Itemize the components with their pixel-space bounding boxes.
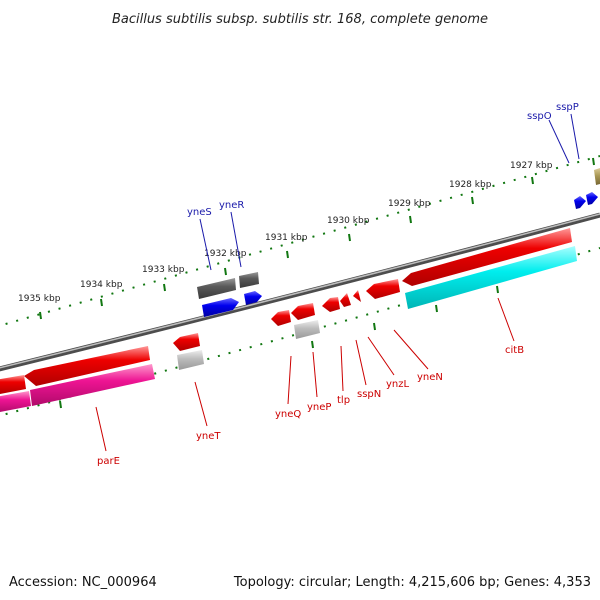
gene-label-yneQ[interactable]: yneQ: [275, 409, 301, 420]
accession-text: Accession: NC_000964: [9, 575, 157, 590]
gene-feature-left-red[interactable]: [0, 375, 26, 395]
gene-feature-yneS-blue[interactable]: [202, 298, 239, 317]
forward-features: [197, 168, 600, 317]
scale-label-1929: 1929 kbp: [388, 199, 431, 209]
gene-feature-tlp[interactable]: [322, 297, 340, 312]
gene-label-sspN[interactable]: sspN: [357, 389, 381, 400]
gene-feature-sspP[interactable]: [586, 192, 598, 205]
cds-feature-left-pink[interactable]: [0, 391, 31, 413]
genome-backbone: [0, 212, 600, 372]
gene-feature-olive[interactable]: [594, 168, 600, 185]
gene-label-sspO[interactable]: sspO: [527, 111, 552, 122]
gene-feature-yneP[interactable]: [291, 303, 315, 320]
gene-feature-yneP-light[interactable]: [294, 320, 320, 339]
scale-label-1932: 1932 kbp: [204, 249, 247, 259]
gene-feature-yneQ[interactable]: [271, 310, 291, 326]
scale-label-1930: 1930 kbp: [327, 216, 370, 226]
gene-feature-yneT-light[interactable]: [177, 350, 204, 370]
gene-label-parE[interactable]: parE: [97, 456, 120, 467]
scale-major-ticks: [39, 157, 595, 320]
gene-label-ynzL[interactable]: ynzL: [386, 379, 410, 390]
gene-feature-sspO[interactable]: [574, 196, 586, 209]
scale-label-1933: 1933 kbp: [142, 265, 185, 275]
scale-label-1931: 1931 kbp: [265, 233, 308, 243]
scale-label-1927: 1927 kbp: [510, 161, 553, 171]
gene-label-tlp[interactable]: tlp: [337, 395, 350, 406]
gene-label-yneS[interactable]: yneS: [187, 207, 212, 218]
gene-feature-yneT[interactable]: [173, 333, 200, 351]
scale-label-1928: 1928 kbp: [449, 180, 492, 190]
gene-label-yneP[interactable]: yneP: [307, 402, 331, 413]
scale-label-1934: 1934 kbp: [80, 280, 123, 290]
scale-minor-ticks: [0, 155, 600, 327]
map-title: Bacillus subtilis subsp. subtilis str. 1…: [112, 12, 488, 27]
cds-feature-citB[interactable]: [405, 246, 577, 309]
gene-labels: sspO sspP yneS yneR citB yneN ynzL sspN …: [97, 102, 579, 467]
gene-feature-yneR-blue[interactable]: [244, 291, 262, 305]
gene-label-yneR[interactable]: yneR: [219, 200, 244, 211]
gene-feature-parE[interactable]: [24, 346, 150, 386]
gene-label-yneT[interactable]: yneT: [196, 431, 221, 442]
gene-feature-yneR-dark[interactable]: [239, 272, 259, 288]
gene-feature-sspN[interactable]: [340, 293, 351, 307]
scale-ruler: 1927 kbp 1928 kbp 1929 kbp 1930 kbp 1931…: [0, 155, 600, 327]
leader-lines: [95, 113, 580, 452]
reverse-features: [0, 228, 577, 413]
scale-label-1935: 1935 kbp: [18, 294, 61, 304]
genome-summary-text: Topology: circular; Length: 4,215,606 bp…: [233, 575, 591, 590]
gene-feature-ynzL[interactable]: [353, 290, 361, 302]
gene-label-citB[interactable]: citB: [505, 345, 524, 356]
gene-feature-yneN[interactable]: [366, 279, 400, 299]
gene-feature-citB[interactable]: [402, 228, 572, 286]
gene-label-sspP[interactable]: sspP: [556, 102, 579, 113]
gene-label-yneN[interactable]: yneN: [417, 372, 443, 383]
cds-feature-parE[interactable]: [30, 364, 155, 406]
gene-feature-yneS-dark[interactable]: [197, 278, 236, 299]
